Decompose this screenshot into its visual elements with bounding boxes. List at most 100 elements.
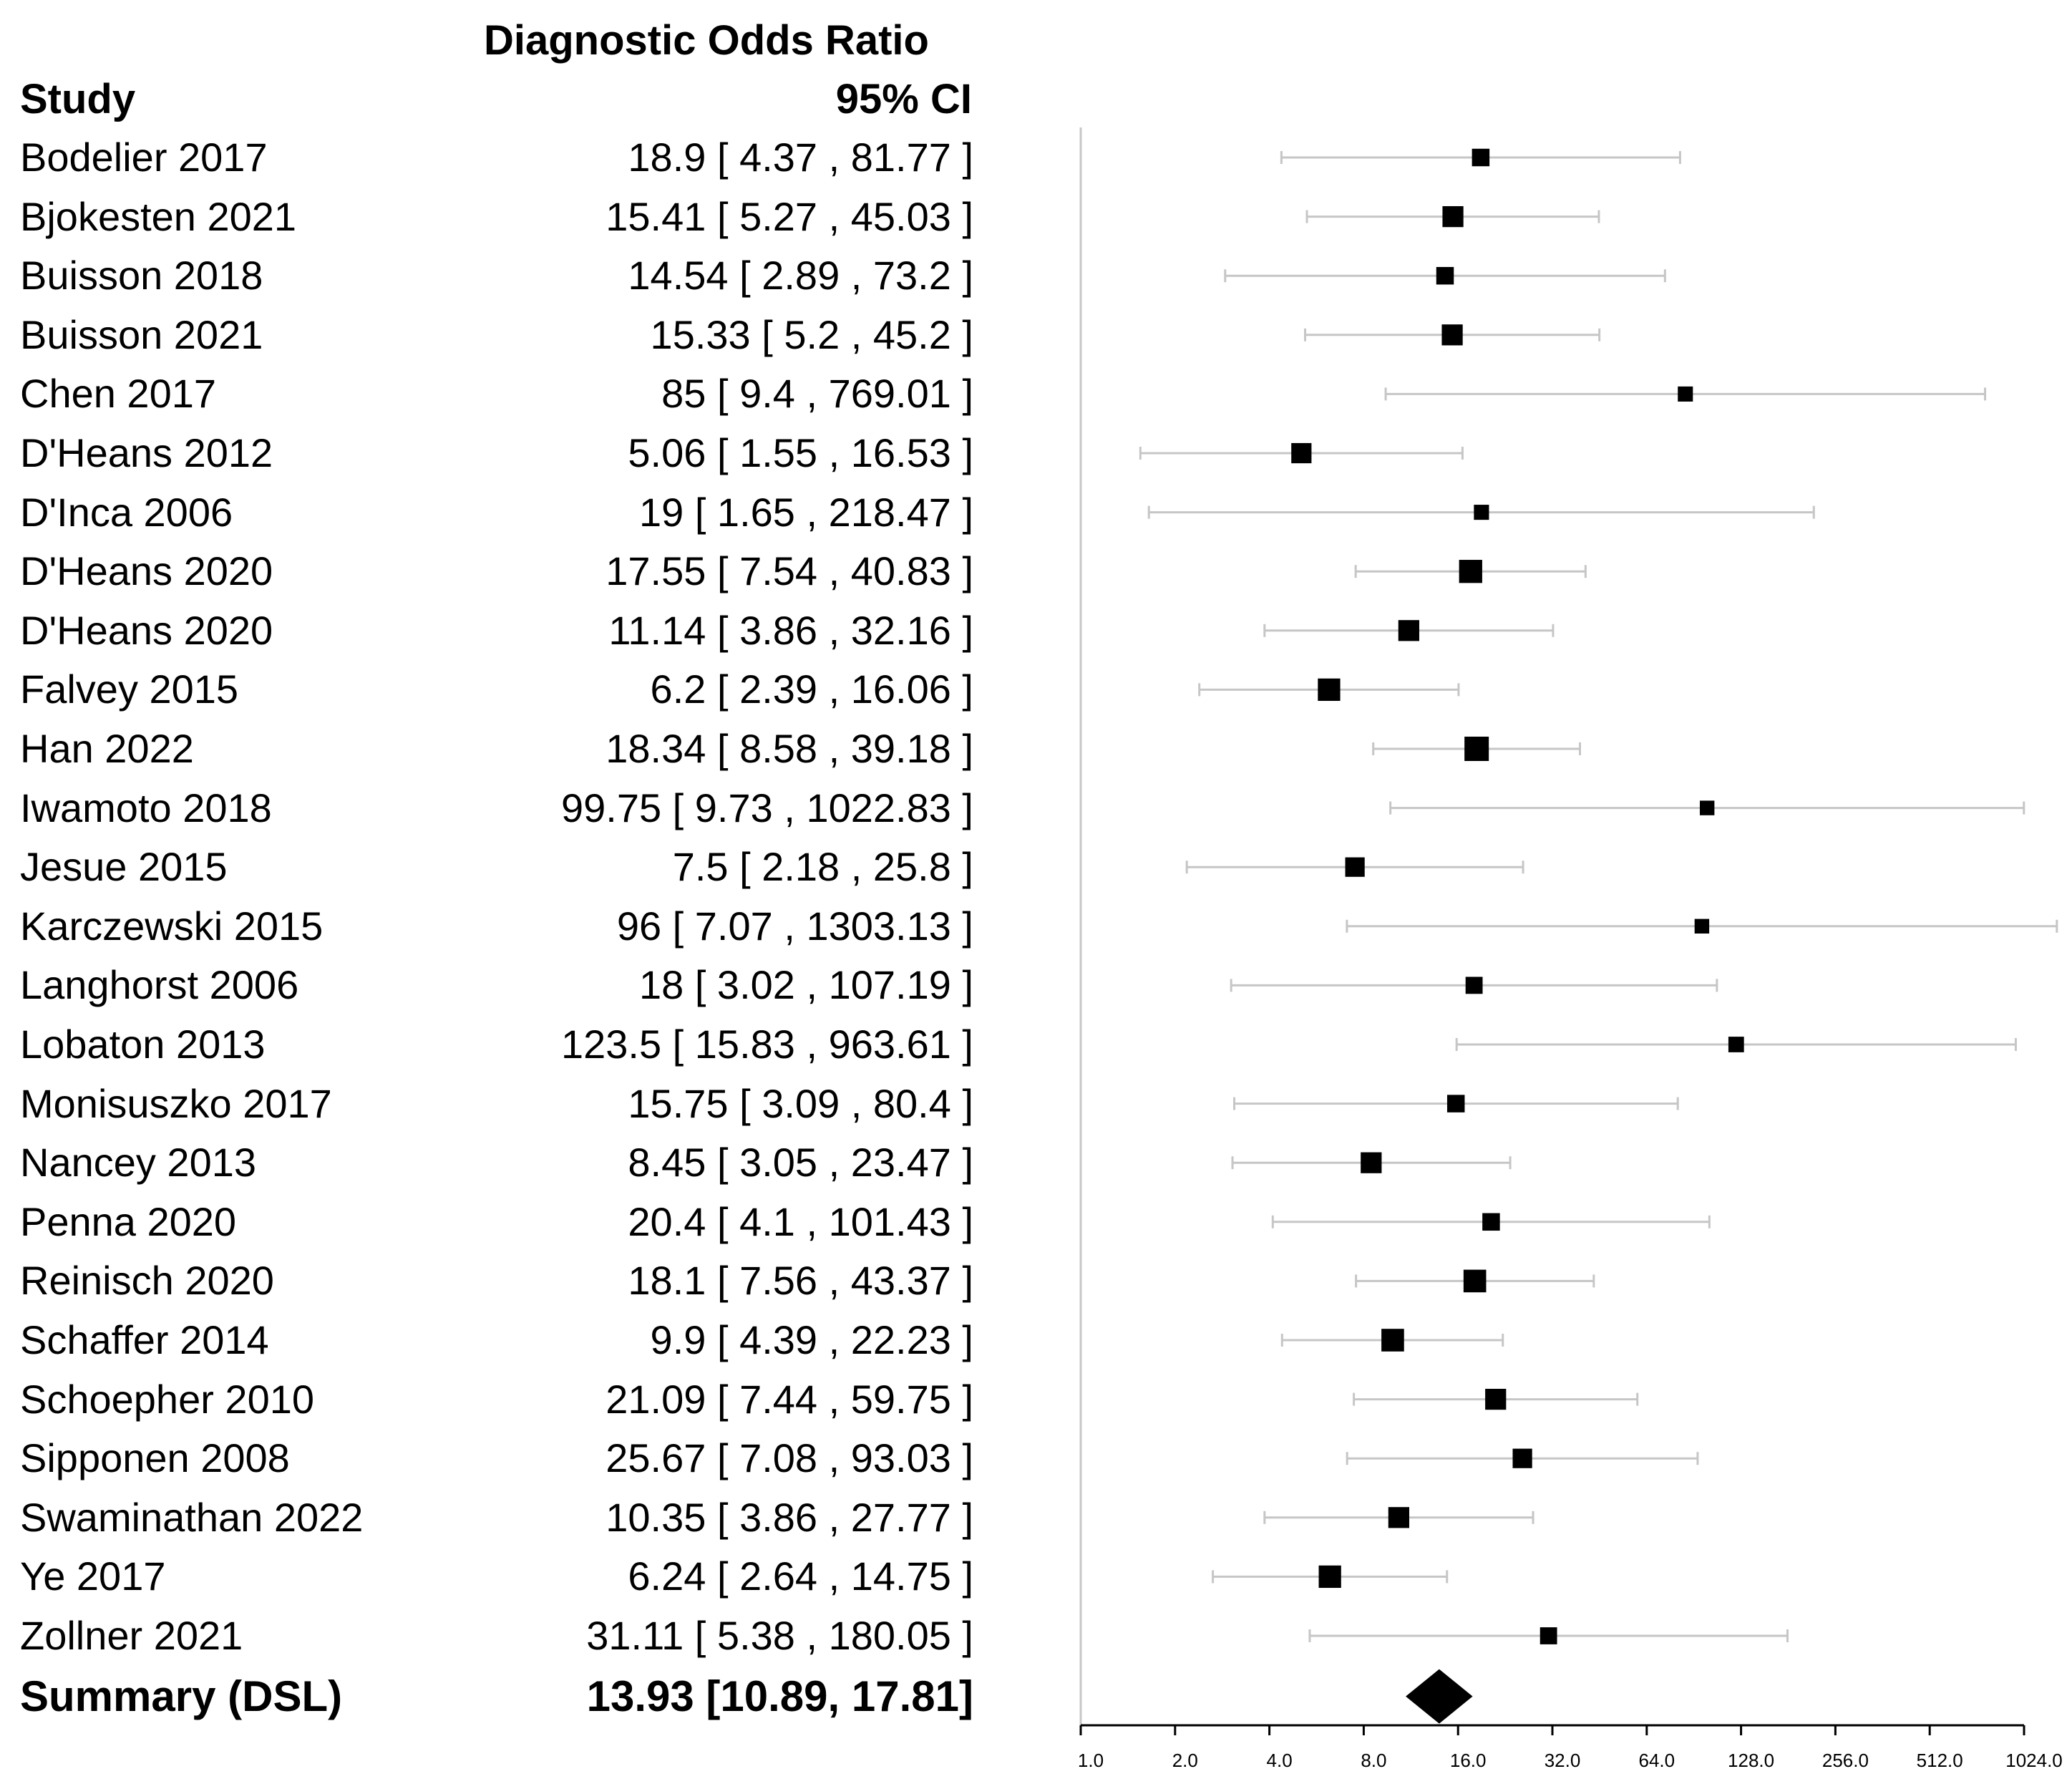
study-name: Buisson 2018: [20, 253, 263, 299]
point-estimate-square: [1463, 1269, 1487, 1293]
point-estimate-square: [1728, 1037, 1744, 1052]
x-axis-tick-label: 16.0: [1450, 1750, 1487, 1771]
x-axis-tick-label: 4.0: [1267, 1750, 1293, 1771]
x-axis-tick-label: 256.0: [1822, 1750, 1869, 1771]
study-name: Zollner 2021: [20, 1613, 243, 1658]
study-ci-label: 25.67 [ 7.08 , 93.03 ]: [605, 1435, 973, 1481]
study-name: D'Heans 2020: [20, 607, 273, 653]
study-ci-label: 15.41 [ 5.27 , 45.03 ]: [605, 193, 973, 239]
study-name: Reinisch 2020: [20, 1258, 274, 1304]
study-row: D'Heans 2020 17.55 [ 7.54 , 40.83 ]: [0, 542, 973, 601]
study-ci-label: 15.33 [ 5.2 , 45.2 ]: [650, 311, 973, 357]
column-header-ci: 95% CI: [835, 76, 972, 122]
study-name: Schaffer 2014: [20, 1317, 269, 1362]
study-name: Sipponen 2008: [20, 1435, 290, 1481]
study-ci-label: 123.5 [ 15.83 , 963.61 ]: [560, 1022, 973, 1067]
study-row: Zollner 2021 31.11 [ 5.38 , 180.05 ]: [0, 1606, 973, 1665]
point-estimate-square: [1318, 1565, 1341, 1589]
study-ci-label: 8.45 [ 3.05 , 23.47 ]: [628, 1140, 973, 1186]
study-name: Schoepher 2010: [20, 1376, 315, 1422]
study-ci-label: 5.06 [ 1.55 , 16.53 ]: [628, 430, 973, 475]
study-row: Swaminathan 2022 10.35 [ 3.86 , 27.77 ]: [0, 1488, 973, 1547]
study-ci-label: 14.54 [ 2.89 , 73.2 ]: [628, 253, 973, 299]
study-row: Iwamoto 2018 99.75 [ 9.73 , 1022.83 ]: [0, 779, 973, 838]
point-estimate-square: [1398, 620, 1419, 641]
study-row: Han 2022 18.34 [ 8.58 , 39.18 ]: [0, 719, 973, 778]
study-ci-label: 9.9 [ 4.39 , 22.23 ]: [650, 1317, 973, 1362]
study-row: Falvey 2015 6.2 [ 2.39 , 16.06 ]: [0, 660, 973, 719]
x-axis-tick-label: 128.0: [1728, 1750, 1774, 1771]
study-ci-label: 99.75 [ 9.73 , 1022.83 ]: [560, 785, 973, 830]
point-estimate-square: [1464, 737, 1489, 761]
point-estimate-square: [1446, 1095, 1465, 1112]
study-row: Buisson 2018 14.54 [ 2.89 , 73.2 ]: [0, 246, 973, 305]
x-axis-tick-label: 64.0: [1638, 1750, 1675, 1771]
study-name: Bjokesten 2021: [20, 193, 297, 239]
study-name: Bodelier 2017: [20, 135, 268, 180]
point-estimate-square: [1442, 205, 1464, 228]
study-row: D'Heans 2020 11.14 [ 3.86 , 32.16 ]: [0, 601, 973, 660]
study-row: Lobaton 2013 123.5 [ 15.83 , 963.61 ]: [0, 1015, 973, 1074]
study-row: Monisuszko 2017 15.75 [ 3.09 , 80.4 ]: [0, 1075, 973, 1133]
study-name: Karczewski 2015: [20, 903, 324, 949]
study-row: Penna 2020 20.4 [ 4.1 , 101.43 ]: [0, 1193, 973, 1251]
study-ci-label: 18 [ 3.02 , 107.19 ]: [638, 962, 973, 1008]
point-estimate-square: [1318, 678, 1341, 702]
point-estimate-square: [1436, 266, 1454, 285]
summary-row: Summary (DSL) 13.93 [10.89, 17.81]: [0, 1667, 973, 1726]
study-name: D'Heans 2012: [20, 430, 273, 475]
point-estimate-square: [1540, 1627, 1557, 1644]
point-estimate-square: [1465, 976, 1483, 994]
study-name: Buisson 2021: [20, 311, 263, 357]
study-ci-label: 21.09 [ 7.44 , 59.75 ]: [605, 1376, 973, 1422]
study-row: Nancey 2013 8.45 [ 3.05 , 23.47 ]: [0, 1133, 973, 1192]
summary-diamond: [1406, 1669, 1473, 1724]
study-name: Iwamoto 2018: [20, 785, 272, 830]
x-axis-tick-label: 8.0: [1361, 1750, 1386, 1771]
point-estimate-square: [1381, 1329, 1404, 1352]
study-row: Schaffer 2014 9.9 [ 4.39 , 22.23 ]: [0, 1311, 973, 1369]
study-row: Chen 2017 85 [ 9.4 , 769.01 ]: [0, 364, 973, 423]
point-estimate-square: [1345, 857, 1365, 877]
study-name: Jesue 2015: [20, 844, 228, 890]
study-name: Swaminathan 2022: [20, 1494, 364, 1540]
study-ci-label: 85 [ 9.4 , 769.01 ]: [661, 371, 973, 417]
study-name: Ye 2017: [20, 1553, 166, 1599]
study-ci-label: 96 [ 7.07 , 1303.13 ]: [616, 903, 973, 949]
study-ci-label: 31.11 [ 5.38 , 180.05 ]: [586, 1613, 973, 1658]
study-name: Langhorst 2006: [20, 962, 299, 1008]
point-estimate-square: [1291, 442, 1312, 464]
study-row: Ye 2017 6.24 [ 2.64 , 14.75 ]: [0, 1547, 973, 1606]
study-name: Lobaton 2013: [20, 1022, 266, 1067]
study-name: Han 2022: [20, 726, 194, 771]
point-estimate-square: [1388, 1507, 1409, 1528]
study-ci-label: 18.9 [ 4.37 , 81.77 ]: [628, 135, 973, 180]
study-name: Falvey 2015: [20, 666, 239, 712]
study-ci-label: 6.2 [ 2.39 , 16.06 ]: [650, 666, 973, 712]
point-estimate-square: [1485, 1388, 1507, 1410]
study-name: Monisuszko 2017: [20, 1080, 332, 1126]
study-row: D'Heans 2012 5.06 [ 1.55 , 16.53 ]: [0, 424, 973, 483]
column-header-study: Study: [20, 76, 136, 122]
point-estimate-square: [1459, 560, 1482, 583]
point-estimate-square: [1694, 918, 1710, 934]
point-estimate-square: [1472, 148, 1490, 167]
x-axis-tick-label: 2.0: [1172, 1750, 1198, 1771]
study-name: D'Heans 2020: [20, 548, 273, 594]
study-row: Buisson 2021 15.33 [ 5.2 , 45.2 ]: [0, 306, 973, 364]
point-estimate-square: [1512, 1448, 1532, 1468]
point-estimate-square: [1678, 386, 1693, 402]
column-header-dor: Diagnostic Odds Ratio: [484, 17, 929, 64]
study-name: Chen 2017: [20, 371, 217, 417]
study-ci-label: 6.24 [ 2.64 , 14.75 ]: [628, 1553, 973, 1599]
point-estimate-square: [1699, 800, 1715, 815]
study-row: Schoepher 2010 21.09 [ 7.44 , 59.75 ]: [0, 1370, 973, 1429]
study-row: Karczewski 2015 96 [ 7.07 , 1303.13 ]: [0, 897, 973, 956]
study-row: D'Inca 2006 19 [ 1.65 , 218.47 ]: [0, 483, 973, 542]
study-row: Bodelier 2017 18.9 [ 4.37 , 81.77 ]: [0, 128, 973, 187]
study-row: Sipponen 2008 25.67 [ 7.08 , 93.03 ]: [0, 1429, 973, 1488]
summary-ci-label: 13.93 [10.89, 17.81]: [586, 1672, 973, 1720]
x-axis-tick-label: 32.0: [1545, 1750, 1581, 1771]
